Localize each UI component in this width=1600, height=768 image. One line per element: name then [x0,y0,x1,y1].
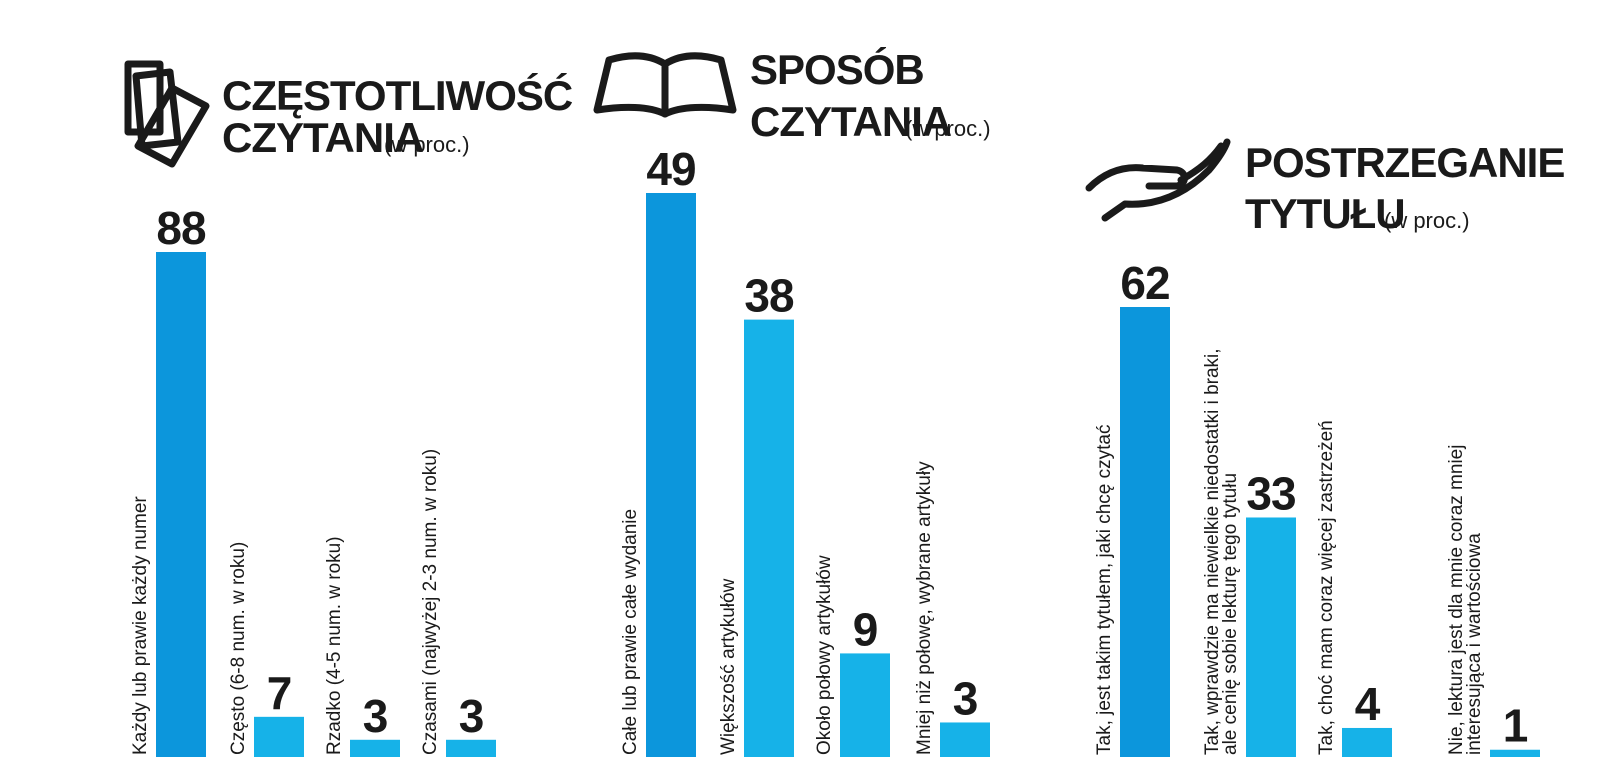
category-label: Całe lub prawie całe wydanie [620,509,641,755]
bar-value-label: 3 [953,672,978,724]
bar [1246,517,1296,757]
category-label: Często (6-8 num. w roku) [228,542,249,755]
chart-reading-mode: SPOSÓB CZYTANIA(w proc.) 49 Całe lub prawie… [620,45,991,757]
bar-value-label: 7 [267,667,292,719]
sheets-icon [124,60,210,168]
bar-value-label: 4 [1355,678,1381,730]
bar [1490,749,1540,757]
category-label: ale cenię sobie lekturę tego tytułu [1220,473,1241,755]
bar [646,193,696,757]
category-label: Nie, lektura jest dla mnie coraz mniej [1446,445,1467,755]
bar-value-label: 33 [1246,467,1295,519]
bar [840,653,890,757]
bar [744,319,794,757]
category-label: Tak, jest takim tytułem, jaki chcę czyta… [1094,425,1115,756]
bar-value-label: 62 [1120,257,1169,309]
category-label: Tak, choć mam coraz więcej zastrzeżeń [1316,420,1337,755]
category-label: Około połowy artykułów [814,555,835,755]
bar [156,252,206,757]
bar [350,739,400,757]
bar [254,716,304,757]
chart-title-unit: (w proc.) [384,132,470,157]
category-label: Większość artykułów [718,578,739,755]
bar [446,739,496,757]
bar-value-label: 3 [363,690,388,742]
category-label: Rzadko (4-5 num. w roku) [324,536,345,755]
chart-title-line-1: CZĘSTOTLIWOŚĆ [222,71,573,119]
bar [1120,307,1170,757]
category-label: Tak, wprawdzie ma niewielkie niedostatki… [1202,348,1223,755]
bar [940,722,990,757]
bar-value-label: 38 [744,270,794,322]
chart-title-unit: (w proc.) [905,116,991,141]
category-label: Mniej niż połowę, wybrane artykuły [914,461,935,755]
chart-title-line-2: CZYTANIA [750,98,952,145]
category-label: Każdy lub prawie każdy numer [130,496,151,755]
chart-title-line-1: SPOSÓB [750,45,924,93]
bar-value-label: 49 [646,143,695,195]
chart-title-unit: (w proc.) [1384,208,1470,233]
bar-value-label: 88 [156,202,206,254]
bar-value-label: 9 [853,603,878,655]
chart-title-line-2: CZYTANIA [222,114,424,161]
category-label: interesująca i wartościowa [1464,533,1485,755]
chart-title-line-1: POSTRZEGANIE [1245,139,1564,186]
hand-icon [1085,138,1231,222]
category-label: Czasami (najwyżej 2-3 num. w roku) [420,449,441,755]
chart-title-line-2: TYTUŁU [1245,190,1405,237]
bar-value-label: 3 [459,690,484,742]
open-book-icon [593,52,737,118]
bar [1342,727,1392,757]
bar-value-label: 1 [1503,700,1528,752]
